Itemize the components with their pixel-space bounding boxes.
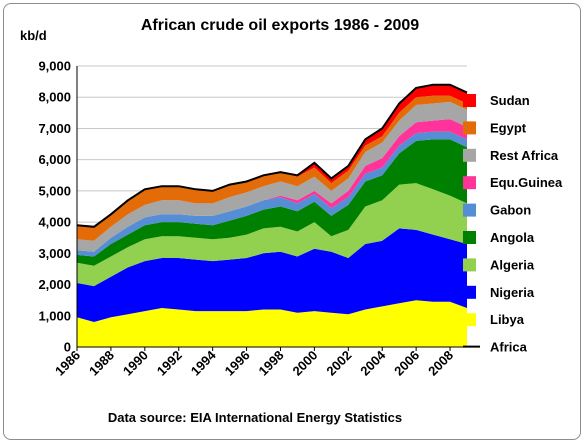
y-tick-label: 6,000 [38, 152, 71, 167]
y-tick-label: 8,000 [38, 90, 71, 105]
legend-label: Angola [490, 230, 535, 245]
y-axis-label: kb/d [20, 28, 47, 43]
legend-swatch [463, 203, 476, 217]
total-line-africa [76, 83, 468, 228]
legend: Sudan Egypt Rest Africa Equ.Guinea Gabon Ango… [463, 93, 563, 355]
y-tick-label: 0 [64, 340, 71, 355]
legend-swatch [463, 121, 476, 135]
area-algeria [77, 183, 467, 287]
legend-swatch [463, 148, 476, 162]
legend-label: Egypt [490, 120, 527, 135]
x-tick-label: 2004 [357, 347, 389, 379]
y-tick-label: 2,000 [38, 277, 71, 292]
legend-label: Algeria [490, 257, 535, 272]
y-tick-label: 5,000 [38, 183, 71, 198]
x-tick-label: 1990 [120, 348, 151, 379]
x-tick-label: 2008 [425, 348, 456, 379]
legend-label: Rest Africa [490, 148, 559, 163]
legend-label: Gabon [490, 203, 531, 218]
area-libya [77, 300, 467, 347]
area-nigeria [77, 228, 467, 322]
x-tick-label: 1998 [256, 348, 287, 379]
legend-label: Nigeria [490, 285, 535, 300]
y-tick-label: 4,000 [38, 215, 71, 230]
x-tick-label: 1986 [52, 348, 83, 379]
x-tick-label: 1988 [86, 348, 117, 379]
legend-swatch [463, 231, 476, 244]
plot-areas [76, 83, 468, 347]
legend-swatch [463, 176, 476, 190]
y-tick-label: 3,000 [38, 246, 71, 261]
area-angola [77, 139, 467, 266]
legend-label: Sudan [490, 93, 530, 108]
legend-label: Libya [490, 312, 525, 327]
x-tick-label: 1996 [222, 348, 253, 379]
area-rest-africa [77, 101, 467, 252]
legend-swatch [463, 313, 476, 327]
legend-label: Africa [490, 340, 528, 355]
y-tick-label: 1,000 [38, 308, 71, 323]
x-tick-label: 2000 [289, 348, 320, 379]
legend-swatch [463, 285, 476, 299]
x-tick-label: 2006 [391, 348, 422, 379]
y-tick-label: 7,000 [38, 121, 71, 136]
chart-title: African crude oil exports 1986 - 2009 [141, 17, 419, 34]
legend-label: Equ.Guinea [490, 175, 563, 190]
legend-swatch [463, 94, 476, 107]
x-tick-label: 1994 [188, 347, 220, 379]
source-note: Data source: EIA International Energy St… [108, 410, 402, 425]
legend-swatch [463, 258, 476, 272]
x-tick-label: 1992 [154, 348, 185, 379]
y-tick-label: 9,000 [38, 59, 71, 74]
x-tick-label: 2002 [323, 348, 354, 379]
